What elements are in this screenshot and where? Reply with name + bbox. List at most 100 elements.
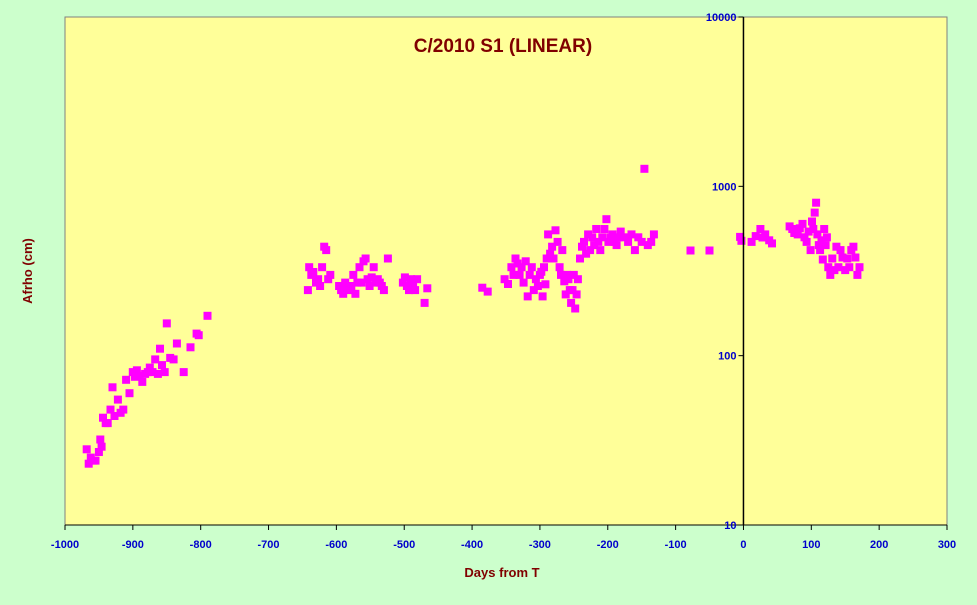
data-point xyxy=(316,282,325,290)
data-point xyxy=(341,278,350,287)
data-point xyxy=(580,237,588,246)
data-point xyxy=(590,241,599,250)
data-point xyxy=(413,275,422,284)
data-point xyxy=(804,227,813,236)
data-point xyxy=(761,230,770,239)
x-tick-label: -300 xyxy=(529,539,551,551)
data-point xyxy=(377,282,386,290)
data-point xyxy=(834,263,843,272)
data-point xyxy=(367,273,376,282)
data-point xyxy=(544,230,553,239)
x-tick-label: -100 xyxy=(665,539,687,551)
data-point xyxy=(637,237,646,246)
data-point xyxy=(851,253,860,262)
data-point xyxy=(576,254,584,263)
data-point xyxy=(345,286,354,295)
data-point xyxy=(402,282,411,290)
data-point xyxy=(810,208,819,217)
data-point xyxy=(802,237,811,246)
data-point xyxy=(353,278,362,287)
data-point xyxy=(143,368,152,377)
data-point xyxy=(541,280,550,289)
data-point xyxy=(686,246,695,255)
data-point xyxy=(91,456,100,465)
data-point xyxy=(513,259,522,268)
data-point xyxy=(361,254,370,263)
data-point xyxy=(160,368,169,377)
x-tick-label: 100 xyxy=(802,539,820,551)
x-tick-label: -1000 xyxy=(51,539,79,551)
data-point xyxy=(855,263,864,272)
data-point xyxy=(817,236,826,245)
data-point xyxy=(504,280,512,288)
chart-title: C/2010 S1 (LINEAR) xyxy=(414,36,592,57)
data-point xyxy=(616,227,625,236)
data-point xyxy=(634,233,643,242)
data-point xyxy=(578,242,586,251)
data-point xyxy=(103,419,112,428)
data-point xyxy=(153,369,162,378)
data-point xyxy=(751,232,760,241)
data-point xyxy=(151,355,160,364)
x-tick-label: -700 xyxy=(258,539,280,551)
data-point xyxy=(836,246,845,255)
data-point xyxy=(747,237,756,246)
data-point xyxy=(569,270,578,279)
data-point xyxy=(647,237,656,246)
data-point xyxy=(500,275,509,284)
y-tick-label: 10000 xyxy=(706,12,737,24)
plot-area xyxy=(64,16,948,526)
data-point xyxy=(169,355,178,364)
data-point xyxy=(640,164,649,173)
data-point xyxy=(351,289,360,298)
data-point xyxy=(531,275,540,284)
data-point xyxy=(523,292,532,301)
data-point xyxy=(563,270,572,279)
data-point xyxy=(546,249,555,258)
data-point xyxy=(97,442,106,451)
data-point xyxy=(558,246,567,255)
data-point xyxy=(521,257,530,266)
data-point xyxy=(828,254,837,263)
data-point xyxy=(369,263,378,272)
data-point xyxy=(548,242,557,251)
data-point xyxy=(132,366,141,375)
data-point xyxy=(813,230,822,239)
data-point xyxy=(812,198,821,207)
data-point xyxy=(478,283,487,292)
data-point xyxy=(135,371,144,380)
data-point xyxy=(564,275,573,284)
data-point xyxy=(318,263,327,272)
y-tick-label: 100 xyxy=(718,351,736,363)
data-point xyxy=(106,405,115,414)
data-point xyxy=(573,275,582,284)
markers-layer xyxy=(82,164,864,468)
data-point xyxy=(555,263,564,272)
data-point xyxy=(596,246,605,255)
data-point xyxy=(624,237,633,246)
data-point xyxy=(305,263,314,272)
data-point xyxy=(568,286,577,295)
data-point xyxy=(806,246,815,255)
data-point xyxy=(795,224,804,233)
x-tick-label: -600 xyxy=(325,539,347,551)
data-point xyxy=(705,246,714,255)
data-point xyxy=(649,230,658,239)
x-axis-title: Days from T xyxy=(464,565,539,580)
data-point xyxy=(383,254,392,263)
data-point xyxy=(125,389,134,398)
data-point xyxy=(602,215,611,224)
data-point xyxy=(845,263,854,272)
data-point xyxy=(553,237,562,246)
data-point xyxy=(571,304,580,313)
data-point xyxy=(96,435,105,444)
data-point xyxy=(324,275,333,284)
x-tick-label: -200 xyxy=(597,539,619,551)
data-point xyxy=(349,270,358,279)
data-point xyxy=(363,275,372,284)
data-point xyxy=(303,286,312,295)
data-point xyxy=(843,254,852,263)
data-point xyxy=(113,395,122,404)
